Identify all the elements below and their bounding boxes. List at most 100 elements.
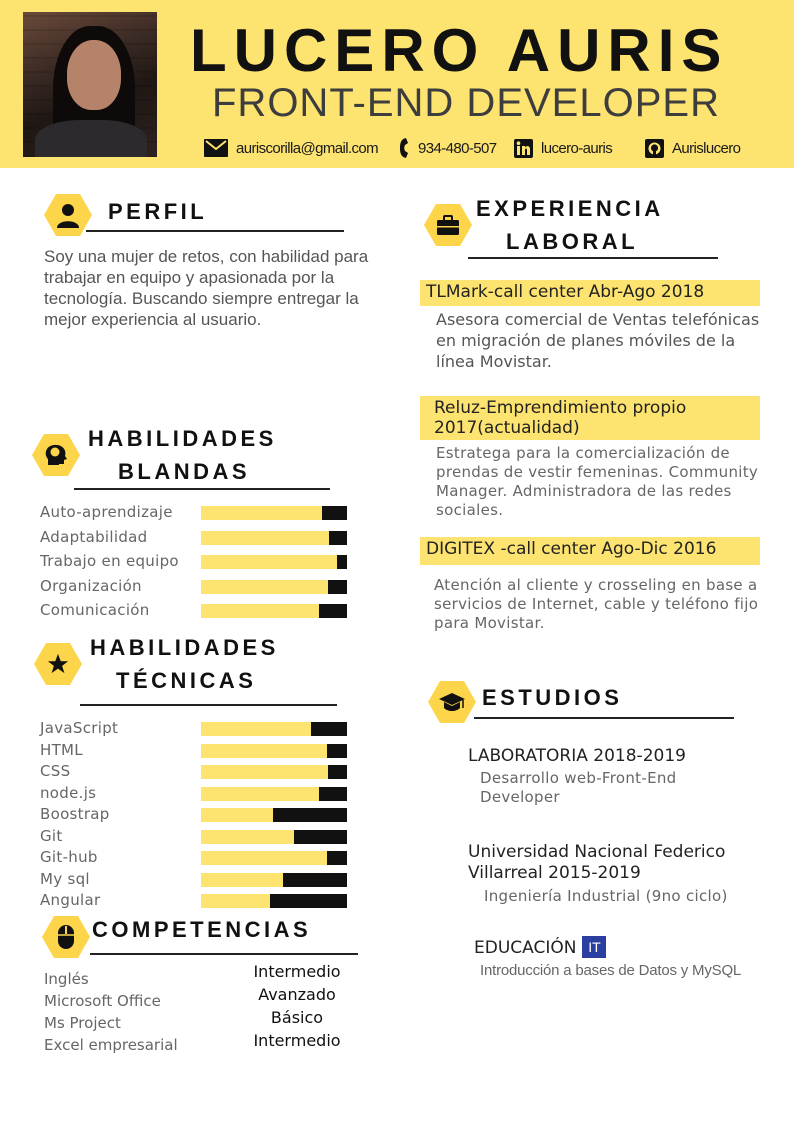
contact-github[interactable]: Aurislucero [645,136,741,160]
skill-level-fill [201,530,330,545]
header-band: LUCERO AURIS FRONT-END DEVELOPER aurisco… [0,0,794,168]
tech-skills-title-line1: HABILIDADES [90,635,279,660]
skill-name: HTML [40,740,83,759]
experiencia-divider [468,257,718,259]
skill-name: My sql [40,869,90,888]
mouse-icon [42,916,90,958]
phone-text: 934-480-507 [418,139,497,157]
skill-level-bar [201,851,347,865]
person-icon [44,194,92,236]
skill-level-bar [201,604,347,618]
study-detail: Desarrollo web-Front-End Developer [480,769,677,806]
skill-level-bar [201,894,347,908]
briefcase-icon [424,204,472,246]
skill-row: Boostrap [40,804,350,824]
skill-level-bar [201,530,347,545]
skill-row: Comunicación [40,600,350,620]
job-heading: TLMark-call center Abr-Ago 2018 [420,280,760,306]
skill-row: CSS [40,761,350,781]
candidate-name: LUCERO AURIS [190,17,729,84]
skill-name: Angular [40,891,101,909]
skill-name: Boostrap [40,805,110,823]
skill-name: JavaScript [40,719,119,737]
skill-name: CSS [40,762,71,780]
skill-level-bar [201,555,347,569]
linkedin-icon [514,138,533,158]
study-detail: Ingeniería Industrial (9no ciclo) [484,887,728,905]
skill-row: Angular [40,890,350,910]
skill-level-fill [201,506,323,520]
contact-linkedin[interactable]: lucero-auris [514,136,613,160]
github-text: Aurislucero [672,139,741,157]
skill-row: HTML [40,740,350,760]
competencia-level: Intermedio [253,1031,341,1050]
experiencia-title-line1: EXPERIENCIA [476,196,664,221]
candidate-role: FRONT-END DEVELOPER [212,81,720,125]
job-description: Estratega para la comercialización de pr… [436,444,759,519]
tech-skills-divider [80,704,337,706]
skill-level-bar [201,743,347,758]
competencias-names: Inglés Microsoft Office Ms Project Excel… [44,968,178,1056]
skill-level-bar [201,506,347,520]
skill-name: Git [40,826,63,845]
competencia-name: Inglés [44,970,89,988]
study-title: EDUCACIÓN [474,938,577,958]
mail-icon [204,139,228,157]
skill-row: My sql [40,869,350,889]
competencias-levels: Intermedio Avanzado Básico Intermedio [238,960,356,1052]
skill-level-bar [201,808,347,822]
skill-name: Git-hub [40,848,98,866]
skill-row: Adaptabilidad [40,527,350,547]
skill-name: Auto-aprendizaje [40,503,173,521]
skill-row: Trabajo en equipo [40,551,350,571]
competencia-name: Excel empresarial [44,1036,178,1054]
job-heading: Reluz-Emprendimiento propio 2017(actuali… [420,396,760,440]
competencias-title: COMPETENCIAS [92,917,312,942]
estudios-title: ESTUDIOS [482,685,623,710]
soft-skills-title-line1: HABILIDADES [88,426,277,451]
it-badge: IT [582,936,607,958]
skill-level-fill [201,722,311,736]
skill-level-bar [201,786,347,801]
skill-row: node.js [40,783,350,803]
skill-name: node.js [40,783,97,802]
tech-skills-title-line2: TÉCNICAS [116,668,257,693]
perfil-title: PERFIL [108,199,208,224]
estudios-divider [474,717,734,719]
competencia-level: Intermedio [253,962,341,981]
soft-skills-title-line2: BLANDAS [118,459,251,484]
job-heading: DIGITEX -call center Ago-Dic 2016 [420,537,760,565]
graduation-cap-icon [428,681,476,723]
skill-level-fill [201,604,320,618]
brain-head-icon [32,434,80,476]
experiencia-title-line2: LABORAL [506,229,639,254]
contact-email[interactable]: auriscorilla@gmail.com [204,136,379,160]
skill-row: Git-hub [40,847,350,867]
study-title: LABORATORIA 2018-2019 [468,746,686,766]
skill-level-fill [201,872,283,887]
github-icon [645,138,664,158]
perfil-divider [86,230,344,232]
perfil-text: Soy una mujer de retos, con habilidad pa… [44,247,369,329]
contact-phone[interactable]: 934-480-507 [398,136,497,160]
skill-level-fill [201,786,320,801]
skill-level-fill [201,894,270,908]
skill-row: JavaScript [40,718,350,738]
job-description: Atención al cliente y crosseling en base… [434,576,759,632]
phone-icon [398,137,410,159]
star-icon [34,643,82,685]
skill-level-fill [201,829,295,844]
competencia-name: Microsoft Office [44,992,161,1010]
skill-level-bar [201,765,347,779]
job-description: Asesora comercial de Ventas telefónicas … [436,310,760,371]
skill-level-bar [201,829,347,844]
skill-level-fill [201,765,329,779]
skill-row: Git [40,826,350,846]
skill-level-bar [201,872,347,887]
study-title-row: EDUCACIÓN IT [474,936,774,959]
skill-level-bar [201,722,347,736]
profile-photo [23,12,157,157]
skill-level-fill [201,555,337,569]
skill-name: Trabajo en equipo [40,552,179,570]
email-text: auriscorilla@gmail.com [236,139,379,157]
